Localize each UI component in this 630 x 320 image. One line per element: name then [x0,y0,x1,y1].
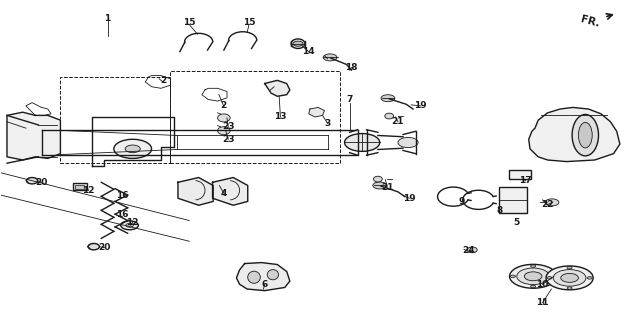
Polygon shape [236,263,290,291]
Text: 6: 6 [261,280,268,289]
Text: 21: 21 [392,117,404,126]
Text: 19: 19 [415,101,427,110]
Ellipse shape [524,272,542,281]
Ellipse shape [510,264,557,288]
Text: 2: 2 [160,76,166,85]
Circle shape [510,275,515,277]
Text: 23: 23 [222,135,234,144]
Polygon shape [212,178,248,205]
Text: 17: 17 [519,176,532,185]
Circle shape [323,54,337,61]
Text: 16: 16 [116,210,129,219]
Circle shape [567,287,572,289]
Text: 12: 12 [127,218,139,227]
Text: 22: 22 [541,200,554,209]
Circle shape [398,137,418,148]
Text: 12: 12 [83,186,95,195]
Circle shape [381,95,395,102]
Circle shape [530,265,536,268]
Ellipse shape [572,115,598,156]
Ellipse shape [88,244,100,250]
Text: 14: 14 [302,47,315,56]
Circle shape [567,267,572,269]
Text: 5: 5 [513,218,519,227]
Polygon shape [265,80,290,96]
Text: 13: 13 [274,113,287,122]
Polygon shape [178,178,213,205]
Bar [73,183,87,190]
Bar [171,71,340,163]
Bar [60,77,171,163]
Text: 19: 19 [403,194,416,203]
Text: 18: 18 [345,63,358,72]
Text: 1: 1 [105,14,111,23]
Text: 24: 24 [462,246,475,255]
Text: 21: 21 [381,183,394,192]
Text: 23: 23 [222,122,234,131]
Ellipse shape [291,39,305,49]
Bar [508,170,530,179]
Ellipse shape [546,266,593,290]
Polygon shape [7,112,60,160]
Polygon shape [309,108,324,117]
Ellipse shape [248,271,260,283]
Polygon shape [529,108,620,162]
Text: 20: 20 [98,243,111,252]
Ellipse shape [267,270,278,280]
Text: 10: 10 [536,280,549,289]
Ellipse shape [467,247,477,253]
Text: 20: 20 [35,178,48,187]
Text: 11: 11 [536,298,549,307]
Ellipse shape [385,113,394,119]
Text: 15: 15 [183,19,195,28]
Text: 15: 15 [243,19,255,28]
Ellipse shape [553,270,586,286]
Ellipse shape [217,114,230,122]
Text: 9: 9 [458,197,465,206]
Text: 16: 16 [116,190,129,200]
Text: 2: 2 [220,101,227,110]
Bar [76,185,84,189]
Circle shape [587,276,592,279]
Text: 4: 4 [220,189,227,198]
Ellipse shape [561,273,578,282]
Circle shape [293,41,303,46]
Circle shape [126,223,134,227]
Text: 8: 8 [496,206,502,215]
Circle shape [125,145,140,153]
Ellipse shape [578,123,592,148]
Circle shape [545,199,559,206]
Circle shape [345,133,380,151]
Bar [498,187,527,212]
Text: 3: 3 [324,119,331,128]
Circle shape [547,276,552,279]
Text: 7: 7 [346,95,353,104]
Ellipse shape [217,127,230,135]
Circle shape [551,275,556,277]
Ellipse shape [517,268,549,284]
Circle shape [121,221,139,230]
Text: FR.: FR. [579,14,600,29]
Circle shape [373,182,387,189]
Ellipse shape [374,176,382,182]
Ellipse shape [26,178,38,184]
Circle shape [530,285,536,288]
Circle shape [114,139,152,158]
